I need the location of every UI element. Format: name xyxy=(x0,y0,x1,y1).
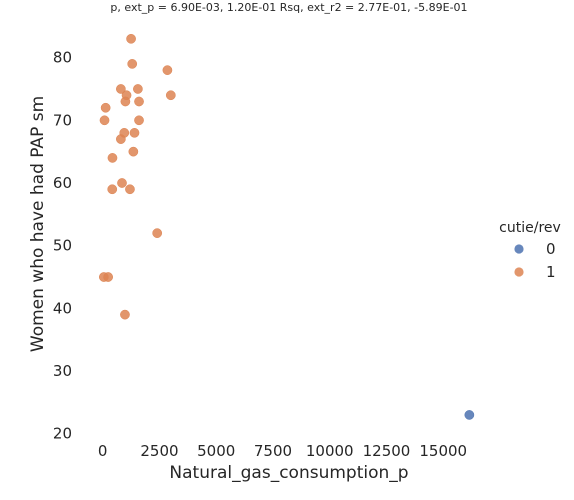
x-tick-label: 5000 xyxy=(197,442,235,460)
data-point-series-1 xyxy=(120,96,131,107)
x-tick-label: 15000 xyxy=(419,442,467,460)
data-point-series-1 xyxy=(126,33,136,44)
data-point-series-1 xyxy=(107,153,118,163)
x-axis-ticks: 0 2500 5000 7500 10000 12500 15000 xyxy=(98,442,467,460)
data-point-series-1 xyxy=(165,90,176,101)
legend: cutie/rev 0 1 xyxy=(499,220,561,281)
data-point-series-1 xyxy=(117,178,127,188)
x-tick-label: 7500 xyxy=(254,442,292,460)
x-tick-label: 0 xyxy=(98,442,108,460)
data-point-series-1 xyxy=(152,228,163,238)
y-tick-label: 40 xyxy=(53,299,72,317)
data-point-series-1 xyxy=(120,309,130,320)
data-point-series-1 xyxy=(162,65,173,75)
data-point-series-1 xyxy=(107,184,118,195)
x-tick-label: 2500 xyxy=(140,442,178,460)
data-point-series-0 xyxy=(464,410,475,420)
y-tick-label: 70 xyxy=(53,111,72,129)
x-tick-label: 10000 xyxy=(306,442,354,460)
data-point-series-1 xyxy=(100,102,111,113)
y-tick-label: 50 xyxy=(53,237,72,255)
x-tick-label: 12500 xyxy=(363,442,411,460)
y-tick-label: 60 xyxy=(53,174,72,192)
data-point-series-1 xyxy=(116,84,126,94)
data-point-series-1 xyxy=(116,134,126,144)
data-point-series-1 xyxy=(127,59,138,69)
data-point-series-1 xyxy=(134,115,144,126)
data-points xyxy=(98,33,475,420)
y-tick-label: 80 xyxy=(53,49,72,67)
y-axis-ticks: 20 30 40 50 60 70 80 xyxy=(53,49,72,443)
legend-marker xyxy=(514,267,524,277)
legend-marker xyxy=(514,244,524,254)
data-point-series-1 xyxy=(128,146,139,157)
data-point-series-1 xyxy=(134,96,144,107)
x-axis-label: Natural_gas_consumption_p xyxy=(169,463,408,483)
chart-title: p, ext_p = 6.90E-03, 1.20E-01 Rsq, ext_r… xyxy=(110,1,467,14)
data-point-series-1 xyxy=(103,272,114,282)
y-tick-label: 30 xyxy=(53,362,72,380)
data-point-series-1 xyxy=(133,84,143,94)
legend-label: 1 xyxy=(546,263,556,281)
y-tick-label: 20 xyxy=(53,425,72,443)
y-axis-label: Women who have had PAP sm xyxy=(28,96,48,352)
data-point-series-1 xyxy=(99,115,110,126)
data-point-series-1 xyxy=(125,184,135,195)
legend-title: cutie/rev xyxy=(499,220,561,236)
data-point-series-1 xyxy=(129,127,140,138)
legend-label: 0 xyxy=(546,240,556,258)
